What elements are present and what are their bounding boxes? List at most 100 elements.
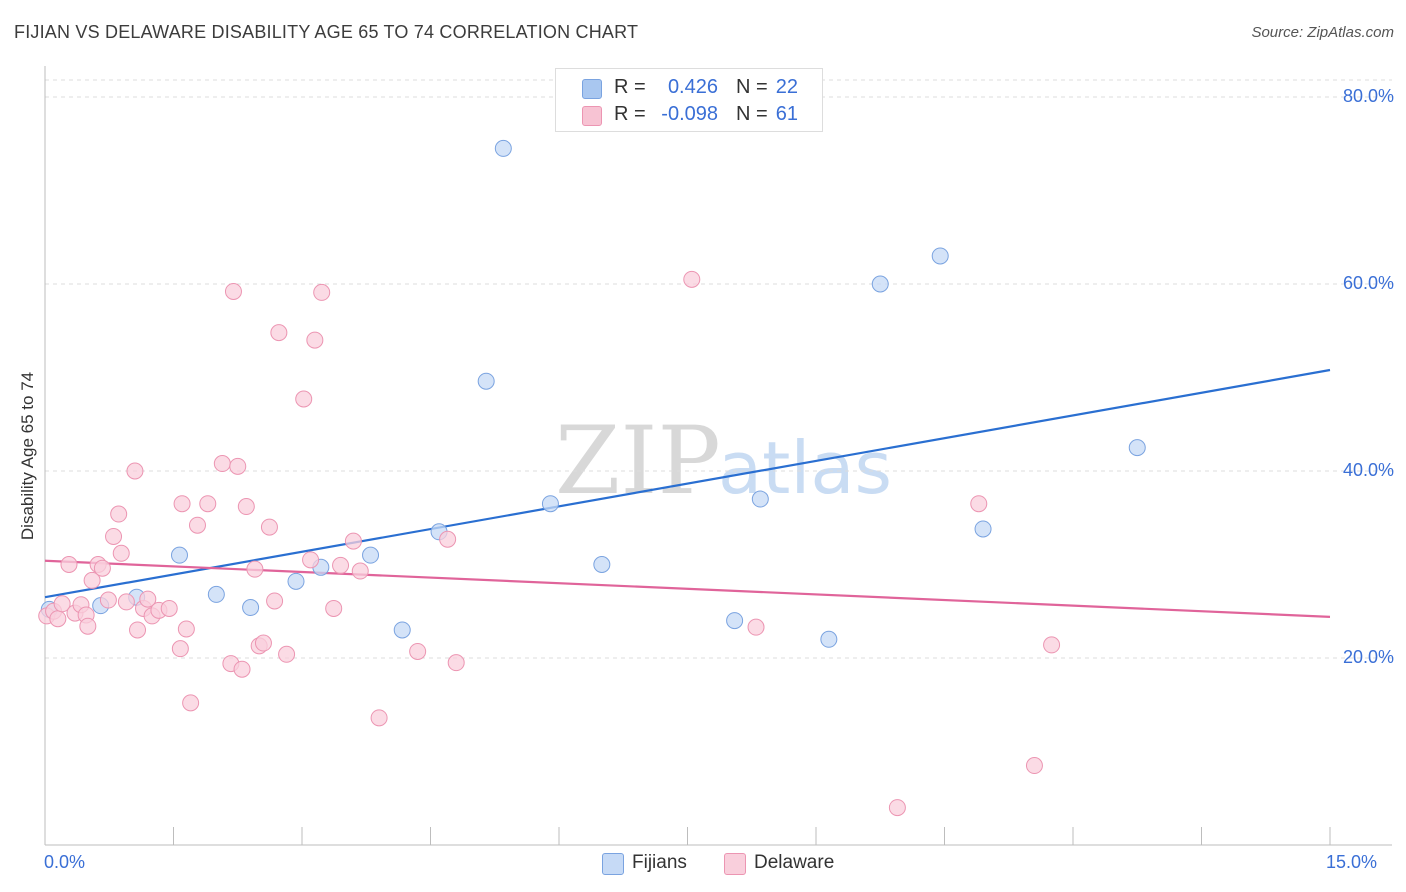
r-value: -0.098 bbox=[661, 103, 718, 125]
stats-legend: R = 0.426 N = 22 R = -0.098 N = 61 bbox=[555, 68, 823, 132]
point-delaware-47 bbox=[325, 599, 343, 617]
point-fijians-3 bbox=[170, 546, 188, 564]
point-delaware-59 bbox=[1025, 757, 1043, 775]
point-fijians-5 bbox=[242, 599, 260, 617]
point-delaware-58 bbox=[970, 495, 988, 513]
point-delaware-2 bbox=[49, 610, 67, 628]
legend-label: Fijians bbox=[632, 852, 687, 873]
fijians-swatch bbox=[582, 79, 602, 99]
point-delaware-55 bbox=[683, 270, 701, 288]
delaware-legend-swatch bbox=[724, 853, 746, 875]
stats-row-delaware: R = -0.098 N = 61 bbox=[556, 100, 822, 128]
delaware-swatch bbox=[582, 106, 602, 126]
y-tick-label-20: 20.0% bbox=[1342, 647, 1394, 667]
point-delaware-56 bbox=[747, 618, 765, 636]
r-label: R = bbox=[614, 76, 646, 98]
r-label: R = bbox=[614, 103, 646, 125]
point-delaware-45 bbox=[306, 331, 324, 349]
point-delaware-29 bbox=[199, 495, 217, 513]
watermark-atlas: atlas bbox=[718, 426, 892, 510]
point-fijians-6 bbox=[287, 572, 305, 590]
point-delaware-16 bbox=[117, 593, 135, 611]
point-delaware-41 bbox=[270, 324, 288, 342]
trend-line-delaware bbox=[44, 559, 1331, 618]
point-delaware-11 bbox=[93, 559, 111, 577]
y-tick-label-40: 40.0% bbox=[1342, 460, 1394, 480]
y-tick-label-80: 80.0% bbox=[1342, 86, 1394, 106]
point-delaware-42 bbox=[278, 645, 296, 663]
series-legend: Fijians Delaware bbox=[0, 852, 1406, 876]
point-delaware-18 bbox=[129, 621, 147, 639]
point-delaware-34 bbox=[233, 660, 251, 678]
n-value: 22 bbox=[775, 76, 798, 98]
n-label: N = bbox=[736, 103, 768, 125]
point-delaware-30 bbox=[213, 455, 231, 473]
point-fijians-20 bbox=[974, 520, 992, 538]
point-delaware-44 bbox=[302, 551, 320, 569]
chart-title: FIJIAN VS DELAWARE DISABILITY AGE 65 TO … bbox=[14, 22, 639, 42]
point-delaware-54 bbox=[447, 654, 465, 672]
point-delaware-50 bbox=[351, 562, 369, 580]
point-delaware-32 bbox=[224, 282, 242, 300]
point-delaware-33 bbox=[229, 457, 247, 475]
point-delaware-23 bbox=[160, 599, 178, 617]
point-delaware-35 bbox=[237, 498, 255, 516]
x-tick-label-min: 0.0% bbox=[44, 852, 86, 872]
point-fijians-18 bbox=[871, 275, 889, 293]
point-fijians-8 bbox=[362, 546, 380, 564]
point-delaware-51 bbox=[370, 709, 388, 727]
point-delaware-4 bbox=[60, 556, 78, 573]
point-delaware-3 bbox=[53, 595, 71, 613]
point-fijians-13 bbox=[541, 495, 559, 513]
point-delaware-27 bbox=[182, 694, 200, 712]
point-delaware-8 bbox=[79, 617, 97, 635]
point-delaware-24 bbox=[171, 640, 189, 658]
point-delaware-12 bbox=[99, 591, 117, 609]
point-fijians-21 bbox=[1128, 439, 1146, 457]
point-fijians-15 bbox=[726, 612, 744, 630]
point-fijians-12 bbox=[494, 139, 512, 157]
point-delaware-20 bbox=[139, 590, 157, 608]
point-delaware-15 bbox=[112, 544, 130, 562]
r-value: 0.426 bbox=[667, 76, 718, 98]
x-tick-label-max: 15.0% bbox=[1326, 852, 1378, 872]
stats-row-fijians: R = 0.426 N = 22 bbox=[556, 73, 822, 101]
point-fijians-17 bbox=[820, 630, 838, 648]
axes bbox=[44, 66, 1392, 846]
point-delaware-60 bbox=[1043, 636, 1061, 654]
point-delaware-53 bbox=[439, 530, 457, 548]
point-delaware-25 bbox=[173, 495, 191, 513]
point-delaware-9 bbox=[83, 571, 101, 589]
point-fijians-19 bbox=[931, 247, 949, 265]
point-delaware-57 bbox=[888, 799, 906, 817]
point-delaware-14 bbox=[110, 505, 128, 523]
point-delaware-49 bbox=[344, 532, 362, 550]
point-fijians-4 bbox=[207, 585, 225, 603]
legend-label: Delaware bbox=[754, 852, 835, 873]
point-delaware-26 bbox=[177, 620, 195, 638]
point-delaware-17 bbox=[126, 462, 144, 480]
point-delaware-48 bbox=[332, 556, 350, 574]
point-delaware-38 bbox=[254, 634, 272, 652]
point-delaware-43 bbox=[295, 390, 313, 408]
point-delaware-52 bbox=[409, 642, 427, 660]
point-delaware-13 bbox=[105, 527, 123, 545]
point-fijians-14 bbox=[593, 556, 611, 573]
trend-line-fijians bbox=[44, 368, 1331, 599]
n-label: N = bbox=[736, 76, 768, 98]
point-delaware-40 bbox=[266, 592, 284, 610]
point-fijians-9 bbox=[393, 621, 411, 639]
point-delaware-28 bbox=[188, 516, 206, 534]
point-delaware-36 bbox=[246, 560, 264, 578]
y-tick-label-60: 60.0% bbox=[1342, 273, 1394, 293]
point-fijians-16 bbox=[751, 490, 769, 508]
n-value: 61 bbox=[775, 103, 798, 125]
point-fijians-11 bbox=[477, 372, 495, 390]
point-delaware-46 bbox=[313, 283, 331, 301]
data-points bbox=[38, 139, 1146, 817]
source-label: Source: ZipAtlas.com bbox=[1251, 24, 1394, 41]
watermark-zip: ZIP bbox=[555, 407, 721, 516]
point-delaware-39 bbox=[260, 518, 278, 536]
fijians-legend-swatch bbox=[602, 853, 624, 875]
